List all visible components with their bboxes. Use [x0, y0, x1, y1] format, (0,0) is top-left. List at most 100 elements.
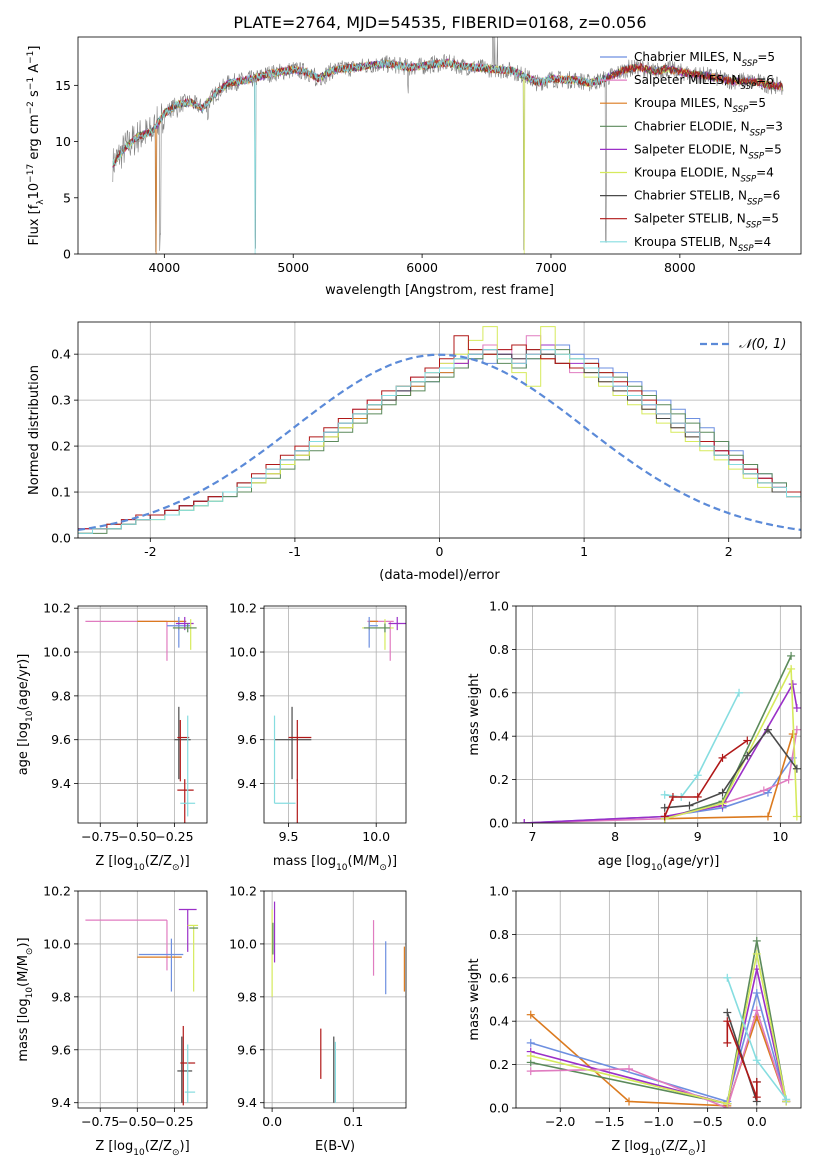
weight-marker [685, 801, 694, 810]
y-axis-label-part: (age/yr)] [16, 654, 31, 711]
y-tick-label: 0.2 [489, 1057, 509, 1072]
legend-entry-normal: 𝒩(0, 1) [739, 337, 786, 352]
y-tick-label: 1.0 [489, 884, 509, 899]
errorbar-point [187, 924, 199, 992]
y-axis-label: mass [log10(M/M⊙)] [16, 937, 35, 1061]
x-axis-label-part: Z [log [95, 854, 133, 869]
legend-label: Kroupa ELODIE, N [634, 166, 741, 180]
weight-marker [668, 792, 677, 801]
weight-marker [723, 973, 732, 982]
y-tick-label: 0.2 [51, 439, 71, 454]
errorbar-point [172, 623, 197, 633]
legend-sub: SSP [738, 244, 754, 254]
histogram-step-8 [78, 349, 801, 534]
legend-entry: Chabrier STELIB, NSSP=6 [634, 189, 780, 208]
y-tick-label: 9.4 [51, 776, 71, 791]
weight-marker [784, 775, 793, 784]
weight-line-7 [664, 728, 798, 809]
legend-entry: Kroupa ELODIE, NSSP=4 [634, 166, 774, 185]
weight-marker [660, 790, 669, 799]
legend-label: Salpeter ELODIE, N [634, 142, 748, 156]
legend-label: Salpeter STELIB, N [634, 212, 746, 226]
y-tick-label: 9.8 [237, 688, 257, 703]
weight-marker [735, 688, 744, 697]
weight-marker [520, 819, 529, 823]
axes-frame [77, 36, 802, 255]
errorbar-point [388, 616, 406, 631]
y-tick-label: 5 [63, 190, 71, 205]
legend-sub: SSP [748, 151, 764, 161]
y-tick-label: 0.0 [489, 1101, 509, 1116]
x-axis-label: mass [log10(M/M⊙)] [273, 854, 397, 873]
x-axis-label-part: Z [log [611, 1139, 649, 1154]
x-axis-label: E(B-V) [315, 1139, 355, 1154]
weight-marker [693, 792, 702, 801]
y-axis-label-part: λ [36, 199, 46, 205]
plot-area-residuals [78, 326, 801, 534]
y-tick-label: 10.0 [43, 645, 71, 660]
legend-suffix: =4 [754, 235, 772, 249]
y-axis-label: age [log10(age/yr)] [16, 654, 35, 776]
weight-marker [723, 1008, 732, 1017]
y-tick-label: 0.2 [489, 772, 509, 787]
legend-entry: Chabrier MILES, NSSP=5 [634, 50, 775, 69]
axes-frame [515, 605, 802, 824]
x-tick-label: −0.75 [81, 829, 119, 844]
errorbar-point [368, 616, 378, 648]
y-tick-label: 0.6 [489, 970, 509, 985]
weight-marker [718, 753, 727, 762]
weight-marker [723, 1038, 732, 1047]
x-tick-label: −1.5 [594, 1114, 624, 1129]
legend-entry: Salpeter MILES, NSSP=6 [634, 73, 774, 92]
y-axis-label-part: erg cm [27, 114, 42, 163]
axes-frame [263, 605, 407, 824]
y-axis-label-part: s [27, 90, 42, 101]
weight-marker [763, 725, 772, 734]
x-tick-label: 7000 [535, 260, 567, 275]
x-tick-label: 0.1 [343, 1114, 363, 1129]
weight-marker [526, 1010, 535, 1019]
legend-label: Kroupa MILES, N [634, 96, 733, 110]
y-tick-label: 0.0 [51, 531, 71, 546]
weight-marker [759, 786, 768, 795]
y-tick-label: 9.6 [51, 732, 71, 747]
errorbar-point [363, 623, 391, 633]
errorbar-point [85, 919, 168, 971]
x-axis-label-part: )] [696, 1139, 706, 1154]
weight-marker [718, 788, 727, 797]
weight-marker [526, 1051, 535, 1060]
histogram-step-5 [78, 326, 801, 534]
x-axis-label: Z [log10(Z/Z⊙)] [95, 854, 189, 873]
weight-marker [752, 988, 761, 997]
x-axis-label-part: (age/yr)] [662, 854, 719, 869]
weight-marker [743, 751, 752, 760]
legend-suffix: =5 [764, 142, 782, 156]
x-axis-label-part: ⊙ [688, 1148, 696, 1158]
weight-marker [625, 1097, 634, 1106]
x-tick-label: 4000 [148, 260, 180, 275]
panel-age_vs_Z: −0.75−0.50−0.259.49.69.810.010.2Z [log10… [16, 601, 208, 873]
x-tick-label: 6000 [406, 260, 438, 275]
legend-suffix: =3 [765, 119, 783, 133]
x-tick-label: 9 [694, 829, 702, 844]
y-tick-label: 9.6 [237, 1042, 257, 1057]
y-tick-label: 10.2 [229, 884, 257, 899]
errorbar-point [273, 715, 296, 804]
y-tick-label: 10.2 [43, 884, 71, 899]
y-axis-label-part: 10 [25, 987, 35, 999]
x-axis-label-part: 10 [649, 1148, 661, 1158]
x-tick-label: −0.25 [155, 1114, 193, 1129]
legend-sub: SSP [746, 221, 762, 231]
x-axis-label: Z [log10(Z/Z⊙)] [95, 1139, 189, 1158]
legend-suffix: =5 [748, 96, 766, 110]
legend-label: Chabrier MILES, N [634, 50, 742, 64]
panel-age_vs_mass: 9.5 10.0 9.4 9.6 9.8 10.0 10.2 mass [log10(M/M⊙… [229, 601, 407, 873]
x-axis-label: wavelength [Angstrom, rest frame] [325, 283, 554, 298]
x-tick-label: 2 [725, 544, 733, 559]
legend-suffix: =6 [756, 73, 774, 87]
axes-frame [77, 605, 208, 824]
legend-sub: SSP [750, 128, 766, 138]
x-axis-label-part: mass [log [273, 854, 336, 869]
